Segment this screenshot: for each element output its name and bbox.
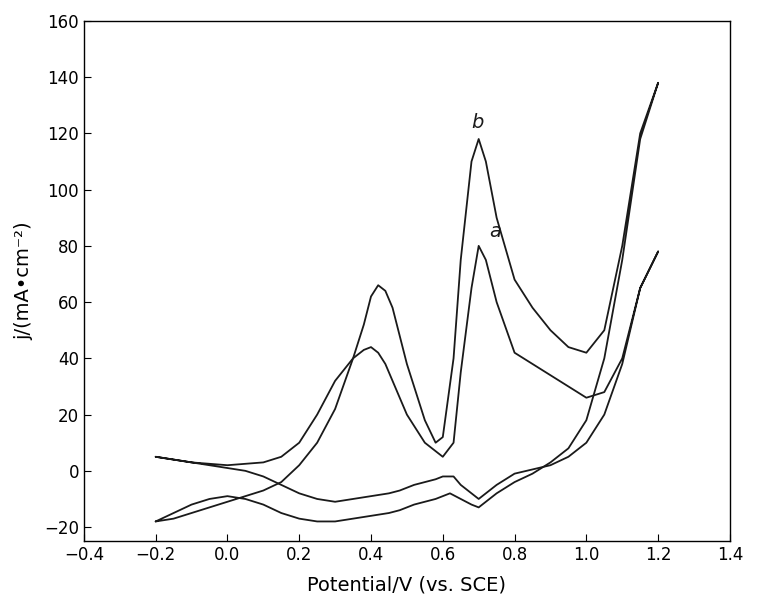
Text: b: b <box>472 112 484 132</box>
Y-axis label: j/(mA•cm⁻²): j/(mA•cm⁻²) <box>14 222 33 340</box>
Text: a: a <box>490 223 501 241</box>
X-axis label: Potential/V (vs. SCE): Potential/V (vs. SCE) <box>307 575 506 594</box>
